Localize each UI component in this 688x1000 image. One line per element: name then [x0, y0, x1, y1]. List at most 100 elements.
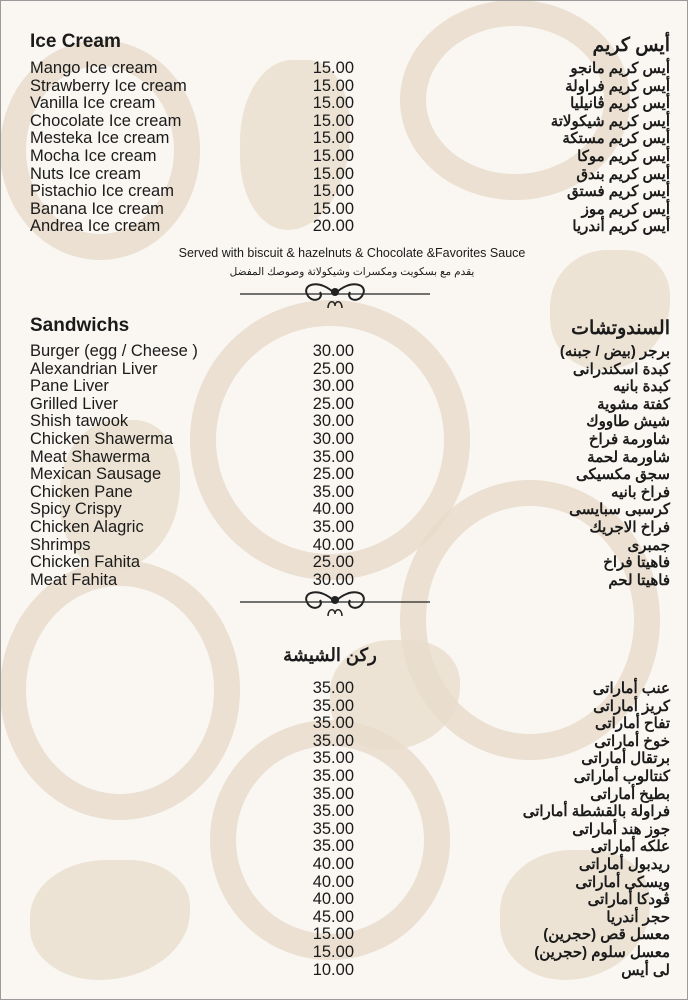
- item-price: 35.00: [312, 749, 354, 768]
- item-name: Shish tawook: [30, 412, 129, 431]
- item-name: Grilled Liver: [30, 394, 119, 413]
- item-name: Chicken Pane: [30, 482, 133, 501]
- menu-item-row: Mocha Ice cream 15.00: [30, 146, 354, 166]
- item-price: 35.00: [312, 447, 354, 466]
- ice-cream-note: Served with biscuit & hazelnuts & Chocol…: [178, 246, 526, 260]
- item-name: Spicy Crispy: [30, 500, 122, 519]
- item-price: 15.00: [312, 76, 354, 95]
- menu-item-row: Grilled Liver 25.00: [30, 394, 354, 414]
- item-price: 25.00: [312, 553, 354, 572]
- menu-item-row: Chocolate Ice cream 15.00: [30, 112, 354, 131]
- item-name-ar: أيس كريم ڤانيليا: [570, 95, 670, 113]
- menu-item-row: Strawberry Ice cream 15.00: [30, 76, 354, 96]
- item-price: 10.00: [312, 960, 354, 979]
- ice-cream-list-ar: أيس كريم مانجو أيس كريم فراولة أيس كريم ڤا…: [551, 60, 670, 236]
- menu-item-row: Mesteka Ice cream 15.00: [30, 130, 354, 148]
- menu-item-row: Meat Shawerma 35.00: [30, 447, 354, 467]
- menu-item-row: 35.00: [30, 838, 354, 856]
- item-price: 15.00: [312, 94, 354, 113]
- item-name-ar: ريدبول أماراتى: [578, 855, 670, 873]
- item-name: Banana Ice cream: [30, 199, 164, 218]
- item-price: 30.00: [312, 570, 354, 589]
- item-price: 35.00: [312, 714, 354, 733]
- menu-item-row: 35.00: [30, 784, 354, 804]
- item-name: Pane Liver: [30, 377, 109, 396]
- menu-item-row: Shish tawook 30.00: [30, 413, 354, 431]
- item-price: 15.00: [312, 925, 354, 944]
- menu-item-row: Vanilla Ice cream 15.00: [30, 95, 354, 113]
- ornamental-divider-icon: [240, 283, 430, 309]
- item-name-ar: كبدة بانيه: [612, 378, 670, 396]
- menu-item-row: 40.00: [30, 873, 354, 892]
- item-name-ar: جوز هند أماراتى: [572, 820, 670, 838]
- item-price: 35.00: [312, 784, 354, 803]
- item-price: 15.00: [312, 129, 354, 148]
- menu-item-row: Spicy Crispy 40.00: [30, 501, 354, 519]
- item-name-ar: كبدة اسكندرانى: [572, 360, 670, 378]
- item-name: Meat Fahita: [30, 570, 118, 589]
- menu-item-row: Shrimps 40.00: [30, 535, 354, 555]
- item-name-ar: فاهيتا فراخ: [603, 554, 670, 572]
- item-price: 15.00: [312, 199, 354, 218]
- item-name-ar: برجر (بيض / جبنه): [559, 343, 670, 360]
- menu-item-row: Nuts Ice cream 15.00: [30, 165, 354, 184]
- item-name-ar: تفاح أماراتى: [594, 715, 670, 733]
- item-name-ar: ويسكى أماراتى: [575, 873, 670, 891]
- item-name-ar: كفتة مشوية: [597, 395, 670, 413]
- item-name-ar: شيش طاووك: [586, 413, 670, 431]
- menu-item-row: Andrea Ice cream 20.00: [30, 218, 354, 236]
- item-name: Burger (egg / Cheese ): [30, 342, 198, 360]
- item-price: 35.00: [312, 819, 354, 838]
- item-price: 40.00: [312, 500, 354, 519]
- item-price: 40.00: [312, 854, 354, 873]
- item-name: Strawberry Ice cream: [30, 76, 187, 95]
- item-name-ar: حجر أندريا: [606, 908, 670, 926]
- item-name-ar: كنتالوب أماراتى: [573, 767, 670, 785]
- item-name-ar: أيس كريم مانجو: [570, 60, 670, 77]
- menu-item-row: Mango Ice cream 15.00: [30, 59, 354, 78]
- sandwiches-list-ar: برجر (بيض / جبنه) كبدة اسكندرانى كبدة باني…: [560, 343, 670, 589]
- item-name-ar: علكه أماراتى: [590, 838, 670, 856]
- ornamental-divider-icon: [240, 591, 430, 617]
- item-name-ar: معسل سلوم (حجرين): [534, 943, 670, 961]
- shisha-title: ركن الشيشة: [283, 645, 377, 665]
- item-price: 15.00: [312, 942, 354, 961]
- item-name: Chicken Shawerma: [30, 429, 174, 448]
- item-name-ar: خوخ أماراتى: [594, 732, 670, 750]
- item-name-ar: أيس كريم موكا: [577, 147, 670, 165]
- item-name-ar: فراخ بانيه: [611, 483, 670, 501]
- menu-item-row: Chicken Fahita 25.00: [30, 554, 354, 572]
- menu-item-row: Banana Ice cream 15.00: [30, 199, 354, 219]
- item-name-ar: أيس كريم مستكة: [562, 130, 670, 148]
- item-name: Mexican Sausage: [30, 465, 162, 484]
- item-price: 30.00: [312, 412, 354, 431]
- menu-item-row: Meat Fahita 30.00: [30, 570, 354, 590]
- item-name-ar: فراخ الاجريك: [589, 518, 670, 536]
- menu-item-row: 35.00: [30, 715, 354, 733]
- item-price: 15.00: [312, 146, 354, 165]
- item-price: 35.00: [312, 679, 354, 697]
- item-name-ar: ڤودكا أماراتى: [587, 891, 670, 909]
- menu-item-row: Mexican Sausage 25.00: [30, 466, 354, 484]
- item-name: Alexandrian Liver: [30, 359, 158, 378]
- menu-item-row: 35.00: [30, 696, 354, 716]
- item-name: Chicken Fahita: [30, 553, 141, 572]
- item-name: Pistachio Ice cream: [30, 182, 174, 201]
- item-name: Shrimps: [30, 535, 91, 554]
- menu-item-row: Alexandrian Liver 25.00: [30, 359, 354, 379]
- item-name-ar: كريز أماراتى: [593, 697, 670, 715]
- ice-cream-title-ar: أيس كريم: [592, 35, 670, 56]
- item-price: 30.00: [312, 342, 354, 360]
- item-name-ar: كرسبى سبايسى: [569, 501, 670, 519]
- ice-cream-note-ar: يقدم مع بسكويت ومكسرات وشيكولاتة وصوصك ا…: [229, 266, 475, 278]
- item-price: 35.00: [312, 517, 354, 536]
- menu-item-row: 35.00: [30, 679, 354, 698]
- ice-cream-list: Mango Ice cream 15.00 Strawberry Ice cream…: [30, 59, 354, 236]
- item-name-ar: عنب أماراتى: [592, 680, 670, 697]
- item-price: 40.00: [312, 890, 354, 909]
- item-price: 35.00: [312, 696, 354, 715]
- item-price: 35.00: [312, 482, 354, 501]
- item-name-ar: أيس كريم بندق: [576, 165, 670, 183]
- menu-item-row: Chicken Alagric 35.00: [30, 517, 354, 537]
- menu-item-row: 40.00: [30, 891, 354, 909]
